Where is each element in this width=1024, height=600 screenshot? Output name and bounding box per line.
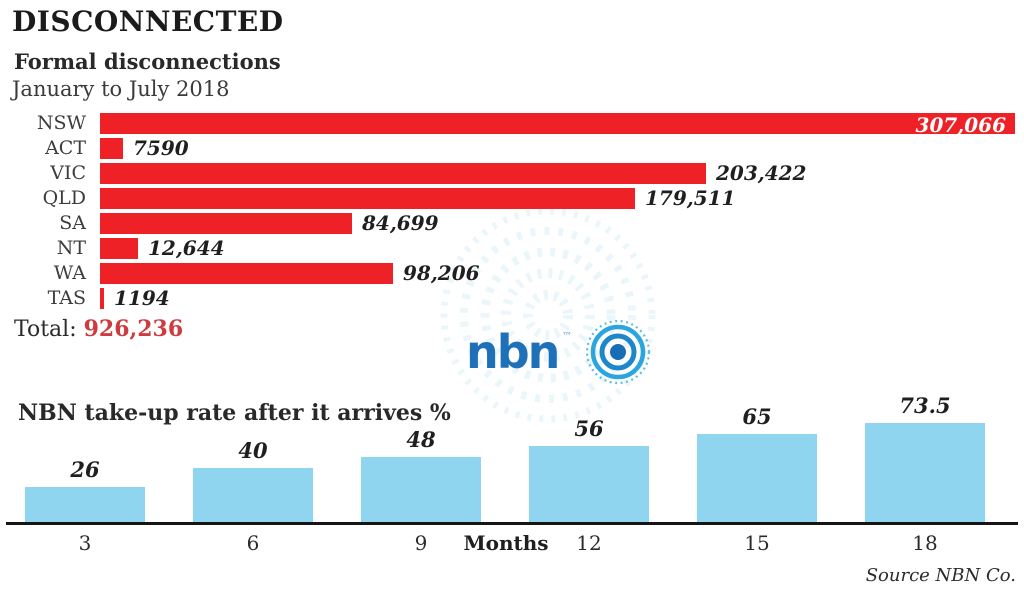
chart-row-wa: WA 98,206 (0, 261, 1024, 286)
takeup-chart-title: NBN take-up rate after it arrives % (18, 400, 451, 426)
bar-vic (100, 163, 706, 184)
value-label-vic: 203,422 (716, 161, 807, 185)
disconnections-chart-period: January to July 2018 (12, 77, 230, 101)
x-tick-9: 9 (414, 531, 428, 555)
total-value: 926,236 (83, 316, 184, 342)
bar-track: 84,699 (100, 211, 1024, 236)
total-line: Total: 926,236 (14, 316, 183, 342)
source-credit: Source NBN Co. (865, 565, 1016, 586)
disconnections-chart: NSW 307,066 ACT 7590 VIC 203,422 QLD 179,511 SA 8… (0, 111, 1024, 311)
state-label-nt: NT (56, 237, 86, 259)
page-title: DISCONNECTED (12, 5, 284, 38)
bar-nt (100, 238, 138, 259)
state-label-sa: SA (59, 212, 86, 234)
nbn-circles-icon (586, 319, 651, 385)
state-label-tas: TAS (47, 287, 86, 309)
x-axis-baseline (6, 522, 1018, 525)
disconnections-chart-title: Formal disconnections (14, 49, 281, 74)
takeup-bar-9 (361, 457, 481, 522)
chart-row-tas: TAS 1194 (0, 286, 1024, 311)
takeup-value-12: 56 (574, 416, 604, 441)
bar-sa (100, 213, 352, 234)
trademark-symbol: ™ (561, 330, 573, 343)
chart-row-qld: QLD 179,511 (0, 186, 1024, 211)
total-label: Total: (14, 317, 77, 342)
bar-track: 203,422 (100, 161, 1024, 186)
takeup-bar-6 (193, 468, 313, 522)
bar-track: 1194 (100, 286, 1024, 311)
x-axis-label: Months (463, 531, 549, 555)
value-label-wa: 98,206 (403, 261, 480, 285)
bar-track: 12,644 (100, 236, 1024, 261)
bar-act (100, 138, 123, 159)
nbn-logo: nbn ™ (466, 316, 652, 388)
chart-row-act: ACT 7590 (0, 136, 1024, 161)
value-label-nsw: 307,066 (915, 113, 1006, 137)
takeup-value-18: 73.5 (899, 393, 951, 418)
value-label-act: 7590 (133, 136, 189, 160)
chart-row-nt: NT 12,644 (0, 236, 1024, 261)
x-tick-15: 15 (744, 531, 770, 555)
takeup-value-9: 48 (406, 427, 436, 452)
state-label-act: ACT (45, 137, 86, 159)
takeup-bar-15 (697, 434, 817, 522)
state-label-vic: VIC (50, 162, 86, 184)
takeup-value-6: 40 (238, 438, 268, 463)
bar-track: 179,511 (100, 186, 1024, 211)
chart-row-sa: SA 84,699 (0, 211, 1024, 236)
x-tick-12: 12 (576, 531, 602, 555)
state-label-nsw: NSW (36, 112, 86, 134)
x-tick-18: 18 (912, 531, 938, 555)
value-label-nt: 12,644 (148, 236, 225, 260)
bar-track: 7590 (100, 136, 1024, 161)
x-tick-6: 6 (246, 531, 260, 555)
chart-row-vic: VIC 203,422 (0, 161, 1024, 186)
takeup-bar-12 (529, 446, 649, 522)
bar-qld (100, 188, 635, 209)
value-label-qld: 179,511 (645, 186, 736, 210)
takeup-bar-18 (865, 423, 985, 522)
state-label-wa: WA (53, 262, 86, 284)
bar-nsw: 307,066 (100, 113, 1015, 137)
bar-track: 307,066 (100, 111, 1024, 136)
takeup-bar-3 (25, 487, 145, 522)
value-label-sa: 84,699 (362, 211, 439, 235)
state-label-qld: QLD (42, 187, 86, 209)
x-tick-3: 3 (78, 531, 92, 555)
takeup-value-15: 65 (742, 404, 772, 429)
chart-row-nsw: NSW 307,066 (0, 111, 1024, 136)
bar-track: 98,206 (100, 261, 1024, 286)
value-label-tas: 1194 (114, 286, 170, 310)
takeup-value-3: 26 (70, 457, 100, 482)
bar-tas (100, 288, 104, 309)
nbn-logo-text: nbn (466, 325, 560, 379)
bar-wa (100, 263, 393, 284)
